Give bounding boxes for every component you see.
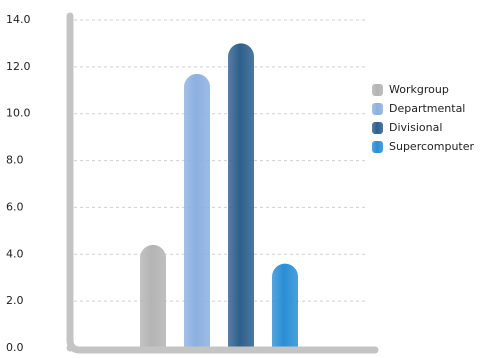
tick-mark <box>66 250 74 258</box>
legend-label: Divisional <box>389 121 442 134</box>
tick-mark <box>66 63 74 71</box>
y-tick-label: 4.0 <box>6 247 24 260</box>
tick-mark <box>66 16 74 24</box>
y-tick-label: 10.0 <box>6 107 31 120</box>
y-tick-label: 14.0 <box>6 13 31 26</box>
bar <box>140 244 166 348</box>
tick-mark <box>66 203 74 211</box>
y-tick-label: 6.0 <box>6 200 24 213</box>
legend-label: Departmental <box>389 102 465 115</box>
axis <box>66 12 379 354</box>
legend-label: Workgroup <box>389 83 449 96</box>
legend-swatch <box>372 84 383 96</box>
tick-mark <box>66 157 74 165</box>
bar <box>272 263 298 348</box>
bar <box>228 43 254 349</box>
tick-mark <box>66 110 74 118</box>
legend-swatch <box>372 141 383 153</box>
y-tick-label: 2.0 <box>6 294 24 307</box>
y-tick-label: 8.0 <box>6 154 24 167</box>
legend-label: Supercomputer <box>389 140 475 153</box>
y-tick-label: 12.0 <box>6 60 31 73</box>
tick-mark <box>66 297 74 305</box>
bar <box>184 73 210 348</box>
legend-swatch <box>372 122 383 134</box>
y-tick-label: 0.0 <box>6 341 24 354</box>
tick-mark <box>66 344 74 352</box>
legend-swatch <box>372 103 383 115</box>
